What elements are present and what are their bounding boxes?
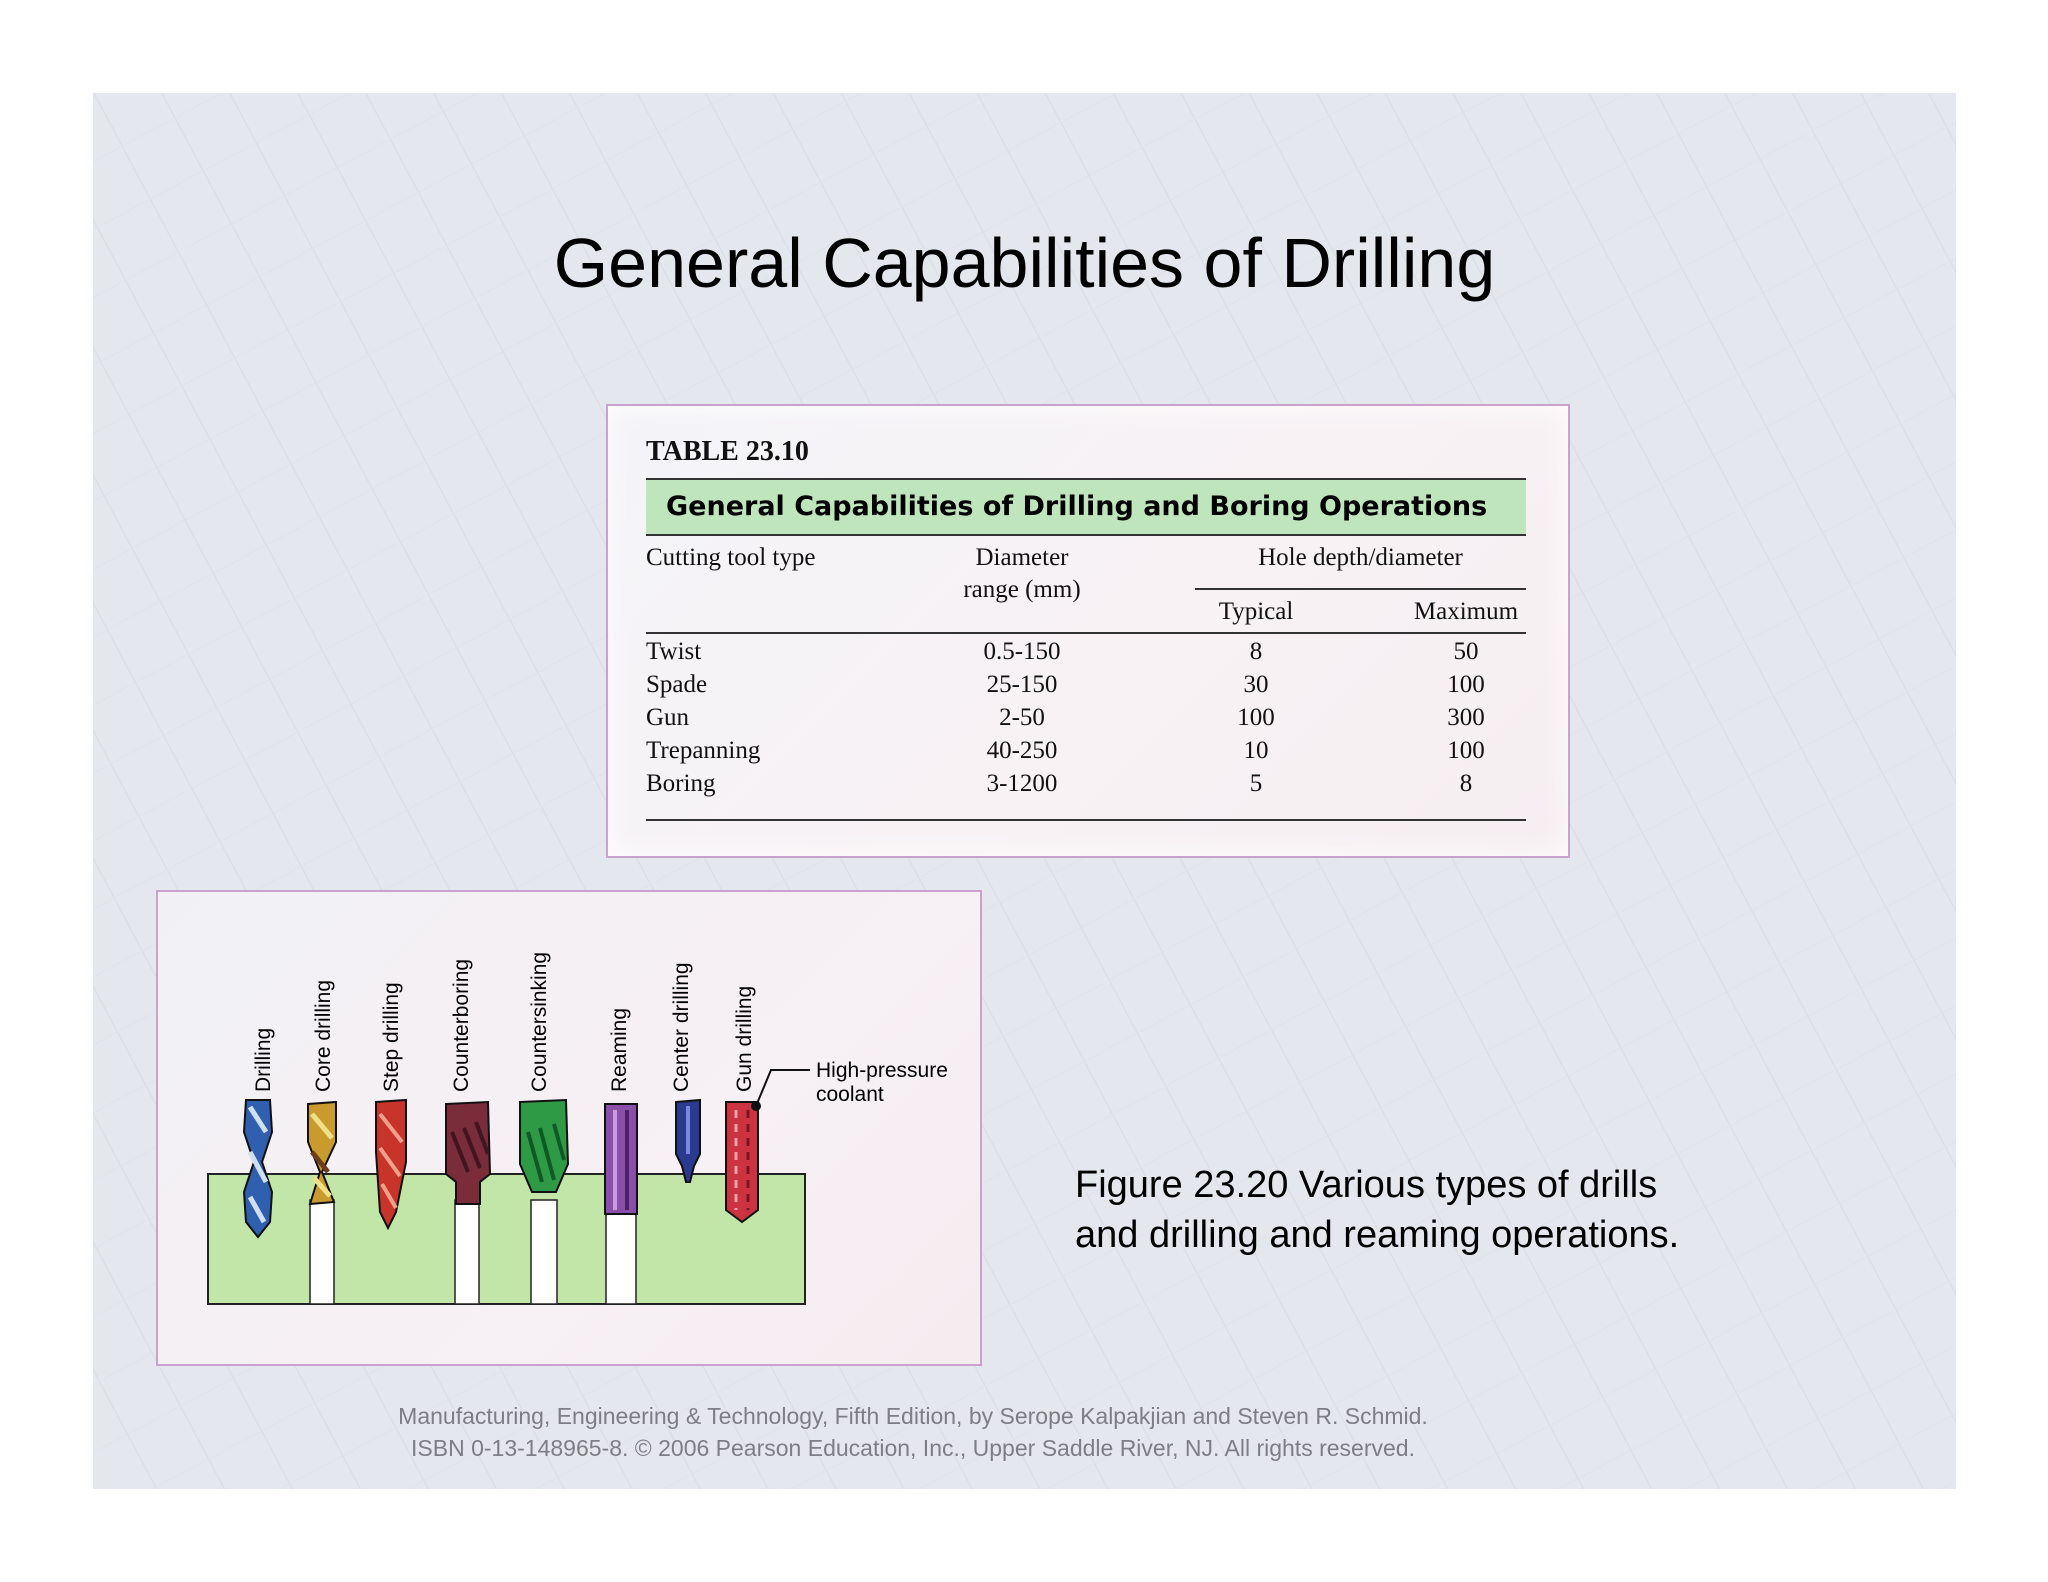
header-bottom-rule [646, 632, 1526, 634]
coolant-leader-line [755, 1069, 810, 1107]
caption-line-2: and drilling and reaming operations. [1075, 1214, 1680, 1256]
header-diameter-line2: range (mm) [963, 576, 1081, 603]
cell-typical: 100 [1237, 704, 1275, 731]
cell-maximum: 100 [1447, 671, 1485, 698]
workpiece [207, 1173, 806, 1305]
table-title: General Capabilities of Drilling and Bor… [646, 478, 1526, 536]
cell-maximum: 300 [1447, 704, 1485, 731]
cell-diameter: 0.5-150 [983, 638, 1061, 665]
cell-diameter: 25-150 [986, 671, 1058, 698]
slide-footer: Manufacturing, Engineering & Technology,… [93, 1400, 1733, 1464]
cell-typical: 8 [1249, 638, 1263, 665]
header-rule [1195, 588, 1526, 590]
header-maximum: Maximum [1413, 598, 1519, 625]
label-drilling: Drilling [252, 1028, 275, 1092]
capabilities-table: TABLE 23.10 General Capabilities of Dril… [646, 436, 1526, 821]
cell-tool: Gun [646, 704, 690, 731]
gun-drill-tool [725, 1101, 761, 1224]
table-row: Gun 2-50 100 300 [646, 704, 1526, 737]
slide-title: General Capabilities of Drilling [553, 224, 1496, 302]
label-countersinking: Countersinking [528, 952, 551, 1092]
cell-tool: Trepanning [646, 737, 761, 764]
header-hole-depth: Hole depth/diameter [1258, 544, 1463, 571]
cell-tool: Spade [646, 671, 708, 698]
header-tool: Cutting tool type [646, 544, 816, 571]
step-drill-tool [375, 1098, 407, 1231]
table-header: Cutting tool type Diameter range (mm) Ho… [646, 536, 1526, 632]
cell-typical: 5 [1249, 770, 1263, 797]
core-drill-tool [307, 1100, 337, 1206]
label-core-drilling: Core drilling [312, 980, 335, 1092]
reaming-tool [604, 1103, 638, 1215]
label-step-drilling: Step drilling [380, 982, 403, 1092]
cell-tool: Boring [646, 770, 716, 797]
center-drill-tool [675, 1098, 701, 1183]
table-row: Trepanning 40-250 10 100 [646, 737, 1526, 770]
cell-maximum: 100 [1447, 737, 1485, 764]
drilling-operations-figure: Drilling Core drilling Step drilling Cou… [207, 952, 948, 1305]
cell-diameter: 40-250 [986, 737, 1058, 764]
countersink-tool [519, 1098, 570, 1193]
cell-tool: Twist [646, 638, 702, 665]
header-typical: Typical [1218, 598, 1294, 625]
footer-line-1: Manufacturing, Engineering & Technology,… [398, 1403, 1428, 1429]
cell-maximum: 8 [1459, 770, 1473, 797]
hole-core [309, 1199, 335, 1305]
hole-reaming [605, 1213, 637, 1305]
footer-line-2: ISBN 0-13-148965-8. © 2006 Pearson Educa… [411, 1435, 1415, 1461]
hole-countersink [530, 1199, 558, 1305]
table-body: Twist 0.5-150 8 50 Spade 25-150 30 100 G… [646, 638, 1526, 803]
cell-diameter: 3-1200 [986, 770, 1058, 797]
table-row: Twist 0.5-150 8 50 [646, 638, 1526, 671]
slide: General Capabilities of Drilling TABLE 2… [93, 93, 1956, 1489]
table-row: Spade 25-150 30 100 [646, 671, 1526, 704]
label-gun-drilling: Gun drilling [733, 986, 756, 1092]
figure-card: Drilling Core drilling Step drilling Cou… [156, 890, 982, 1366]
table-card: TABLE 23.10 General Capabilities of Dril… [606, 404, 1570, 858]
cell-maximum: 50 [1453, 638, 1479, 665]
label-counterboring: Counterboring [450, 959, 473, 1092]
drilling-tool [242, 1099, 274, 1239]
cell-diameter: 2-50 [999, 704, 1045, 731]
label-coolant-line1: High-pressure [816, 1059, 948, 1082]
hole-counterbore [454, 1199, 480, 1305]
caption-line-1: Figure 23.20 Various types of drills [1075, 1164, 1658, 1206]
label-reaming: Reaming [608, 1008, 631, 1092]
table-bottom-rule [646, 819, 1526, 821]
label-coolant-line2: coolant [816, 1083, 884, 1106]
figure-caption: Figure 23.20 Various types of drills and… [1075, 1160, 1775, 1260]
cell-typical: 30 [1243, 671, 1269, 698]
table-number: TABLE 23.10 [646, 436, 809, 467]
cell-typical: 10 [1243, 737, 1269, 764]
counterbore-tool [445, 1100, 492, 1205]
label-center-drilling: Center drilling [670, 962, 693, 1092]
header-diameter-line1: Diameter [975, 544, 1069, 571]
table-row: Boring 3-1200 5 8 [646, 770, 1526, 803]
